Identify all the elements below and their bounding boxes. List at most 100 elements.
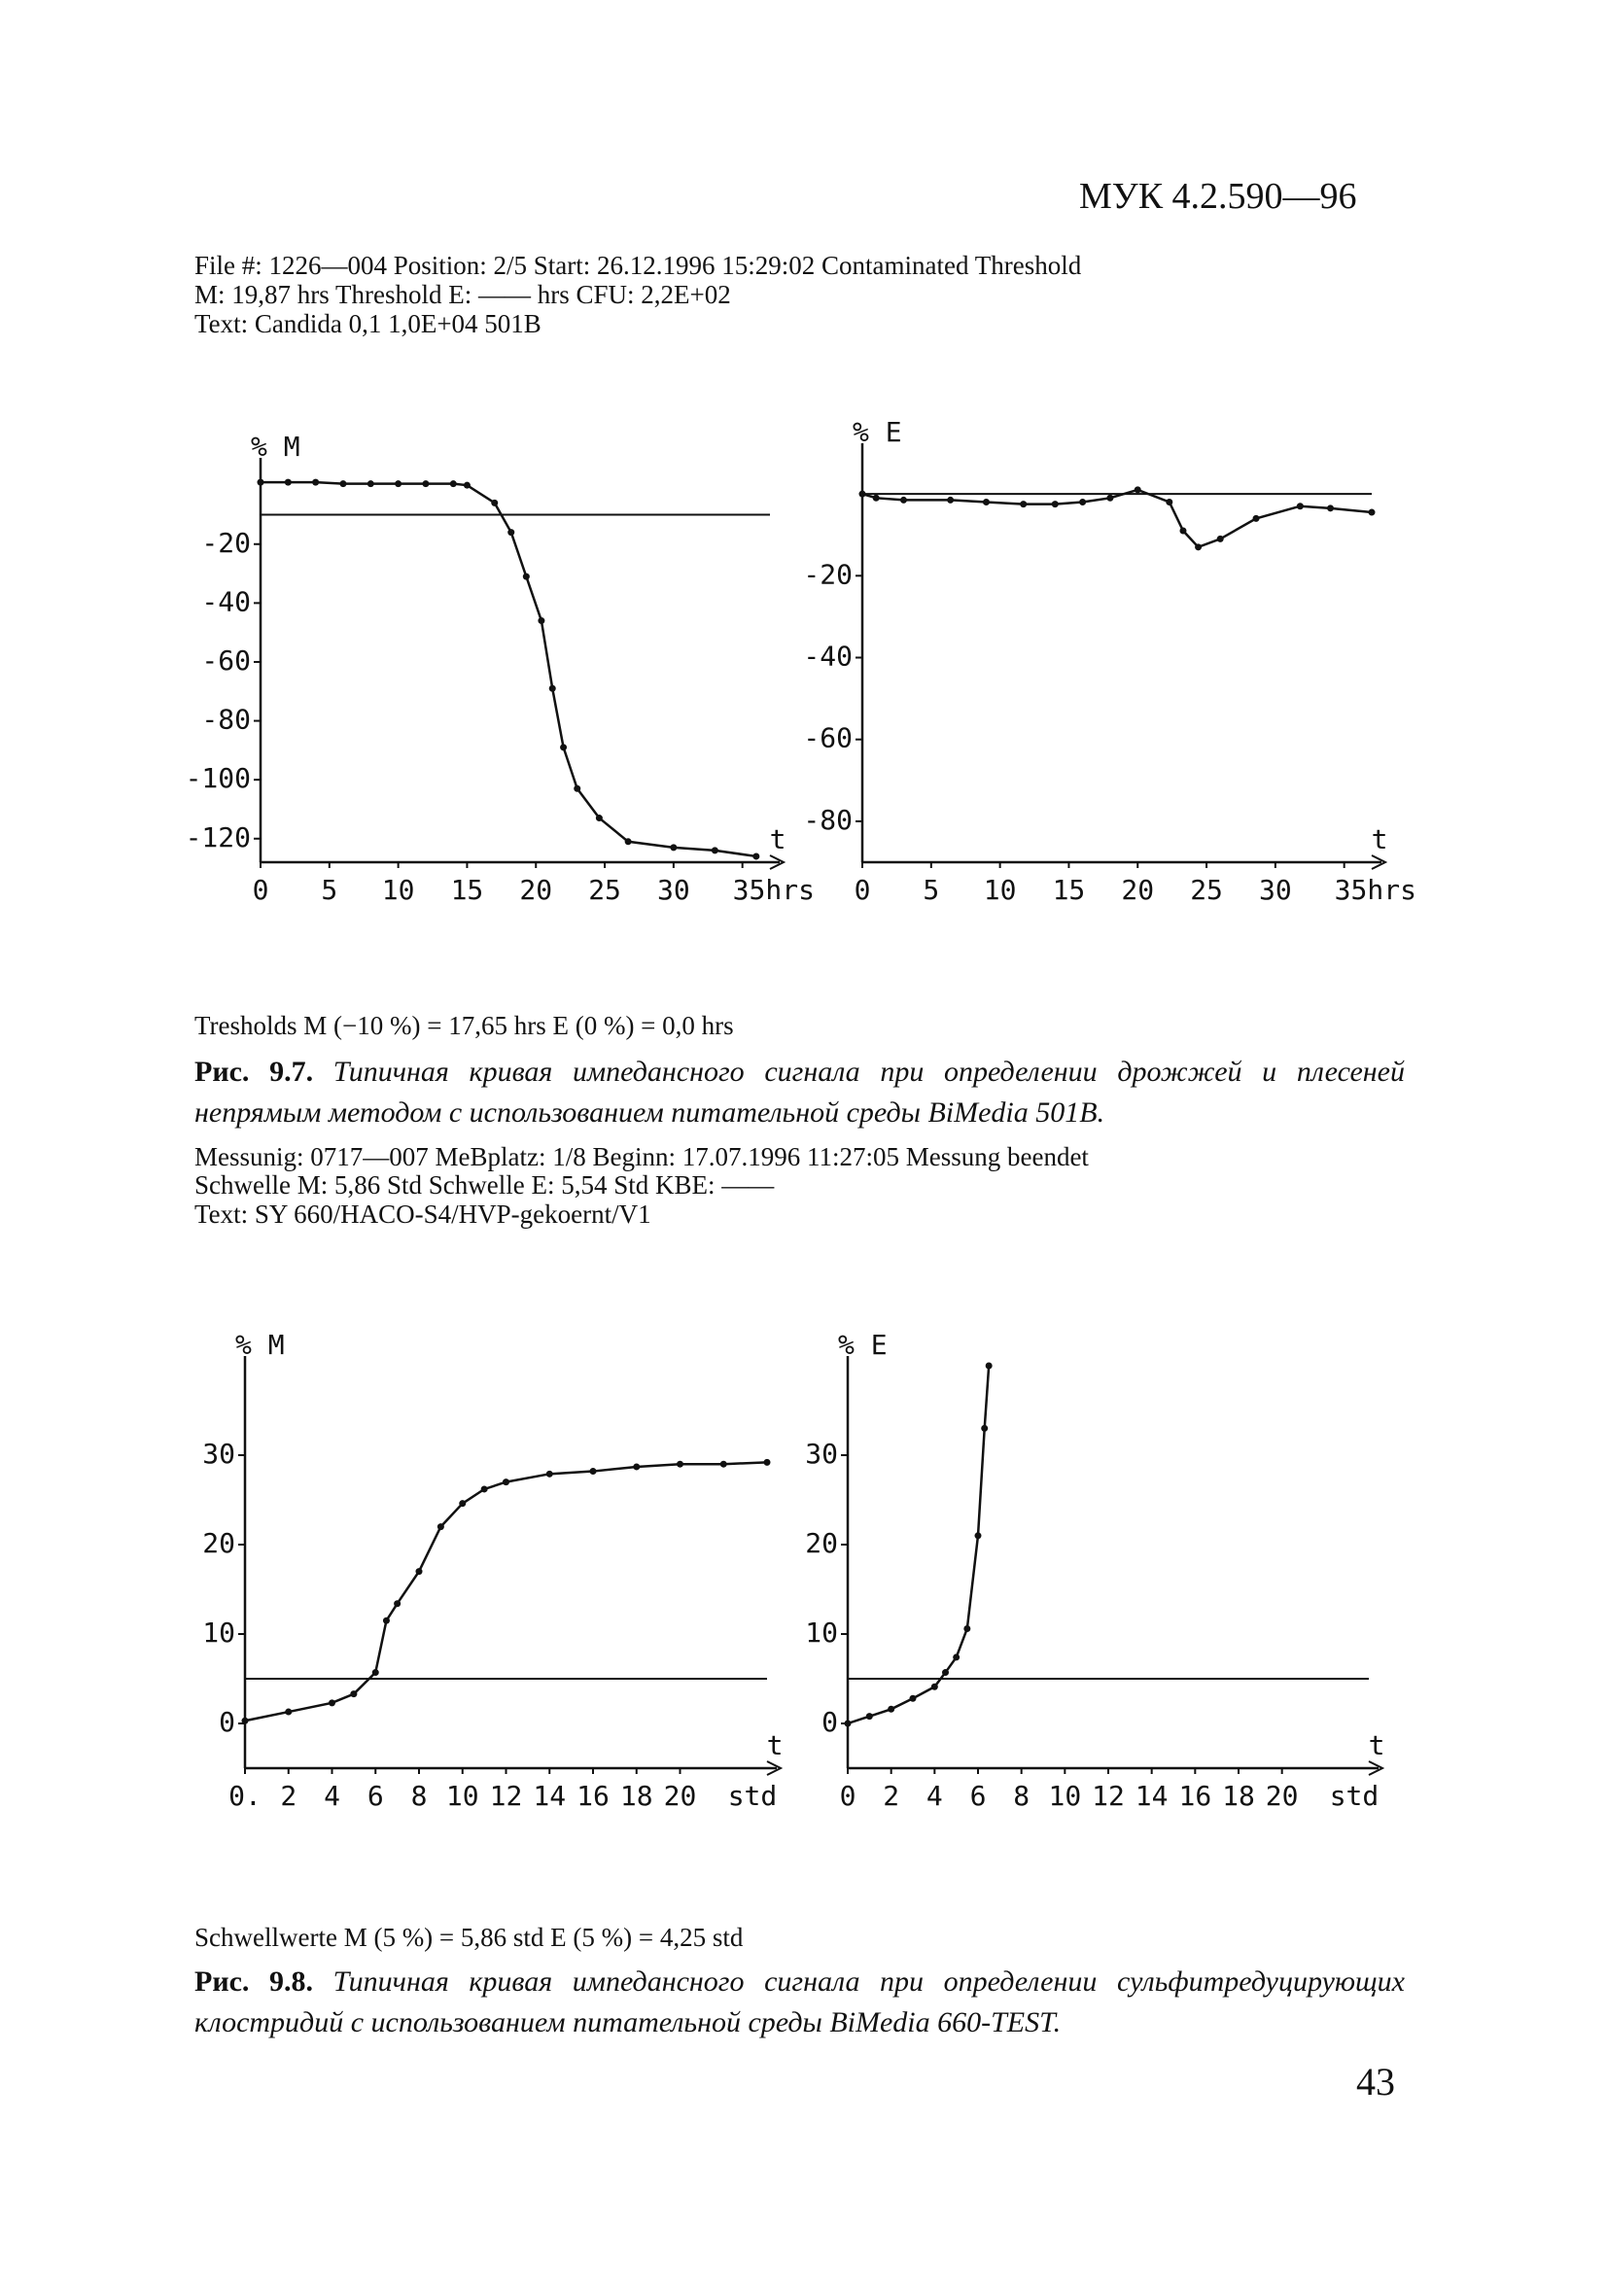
x-tick-label: 0. (228, 1780, 262, 1812)
x-tick-label: 0 (253, 874, 269, 906)
data-point (1252, 514, 1260, 522)
y-tick-label: 0 (821, 1706, 838, 1738)
y-tick-label: 20 (202, 1527, 235, 1559)
x-tick-label: 25 (1190, 874, 1223, 906)
data-point (624, 838, 632, 846)
doc-code: МУК 4.2.590—96 (1079, 176, 1357, 217)
y-tick-label: -40 (201, 585, 251, 617)
y-tick-label: 10 (805, 1617, 838, 1649)
data-point (719, 1460, 727, 1468)
data-point (329, 1699, 335, 1707)
caption: Рис. 9.7. Типичная кривая импедансного с… (194, 1052, 1405, 1133)
y-axis-label: % M (235, 1329, 285, 1361)
data-point (677, 1460, 683, 1468)
data-point (752, 852, 760, 860)
data-point (437, 1523, 444, 1531)
data-point (339, 480, 347, 488)
y-tick-label: -60 (803, 722, 853, 754)
caption-label: Рис. 9.8. (194, 1966, 314, 1998)
data-point (872, 494, 880, 502)
x-axis-label: t (1369, 1729, 1385, 1761)
x-tick-label: 14 (533, 1780, 566, 1812)
y-tick-label: 0 (219, 1706, 235, 1738)
x-tick-label: 20 (1121, 874, 1154, 906)
info-line: Messunig: 0717—007 MeBplatz: 1/8 Beginn:… (194, 1142, 1089, 1171)
y-tick-label: 20 (805, 1527, 838, 1559)
x-unit: std (1330, 1780, 1380, 1812)
data-point (1179, 527, 1187, 535)
data-point (284, 478, 292, 486)
data-line (261, 480, 757, 858)
data-point (1079, 499, 1087, 506)
data-point (763, 1458, 771, 1466)
x-tick-label: 10 (382, 874, 415, 906)
x-tick-label: 2 (883, 1780, 899, 1812)
x-tick-label: 20 (519, 874, 552, 906)
data-point (947, 496, 955, 504)
data-point (367, 480, 374, 488)
x-tick-label: 15 (451, 874, 484, 906)
data-point (888, 1705, 895, 1713)
x-tick-label: 4 (926, 1780, 943, 1812)
data-point (480, 1485, 488, 1493)
y-tick-label: -120 (186, 821, 251, 853)
data-line (847, 1365, 991, 1725)
thresholds: Tresholds M (−10 %) = 17,65 hrs E (0 %) … (194, 1011, 734, 1040)
data-point (981, 1424, 989, 1432)
y-tick-label: -80 (803, 804, 853, 836)
x-tick-label: 10 (446, 1780, 479, 1812)
y-tick-label: -80 (201, 704, 251, 736)
x-tick-label: 30 (1259, 874, 1292, 906)
y-tick-label: 30 (202, 1438, 235, 1470)
x-tick-label: 5 (923, 874, 939, 906)
x-tick-label: 12 (490, 1780, 523, 1812)
x-tick-label: 35hrs (1335, 874, 1416, 906)
x-axis-label: t (770, 823, 786, 855)
x-tick-label: 25 (588, 874, 621, 906)
page-number: 43 (1356, 2060, 1395, 2104)
data-point (982, 499, 990, 506)
data-line (861, 488, 1373, 549)
x-tick-label: 16 (576, 1780, 610, 1812)
x-tick-label: 16 (1178, 1780, 1211, 1812)
axis-arrow (769, 854, 786, 870)
x-tick-label: 14 (1135, 1780, 1169, 1812)
data-point (1051, 501, 1059, 508)
x-tick-label: 2 (280, 1780, 297, 1812)
data-point (241, 1717, 249, 1724)
y-tick-label: -20 (201, 527, 251, 559)
data-point (257, 478, 264, 486)
info-line: Schwelle M: 5,86 Std Schwelle E: 5,54 St… (194, 1170, 775, 1200)
data-point (985, 1362, 993, 1370)
info-line: Text: Candida 0,1 1,0E+04 501B (194, 309, 541, 338)
axis-arrow (766, 1760, 784, 1776)
data-point (589, 1468, 597, 1476)
data-point (1195, 543, 1203, 551)
x-tick-label: 8 (411, 1780, 428, 1812)
caption-text: Типичная кривая импедансного сигнала при… (194, 1966, 1405, 2038)
data-point (974, 1532, 982, 1540)
data-point (1368, 508, 1376, 516)
data-point (1134, 486, 1141, 494)
data-point (507, 529, 515, 537)
data-point (844, 1720, 852, 1727)
data-point (285, 1708, 293, 1716)
data-point (560, 744, 568, 751)
x-tick-label: 4 (324, 1780, 340, 1812)
data-point (858, 490, 866, 498)
data-point (382, 1617, 390, 1624)
data-point (545, 1470, 553, 1478)
data-point (449, 480, 457, 488)
data-point (463, 481, 471, 489)
x-tick-label: 10 (1048, 1780, 1081, 1812)
data-point (394, 1600, 402, 1608)
data-point (422, 480, 430, 488)
y-axis-label: % E (853, 416, 902, 448)
data-point (595, 815, 603, 822)
data-point (503, 1478, 509, 1486)
y-tick-label: 30 (805, 1438, 838, 1470)
y-tick-label: 10 (202, 1617, 235, 1649)
x-tick-label: 15 (1053, 874, 1086, 906)
x-tick-label: 5 (321, 874, 337, 906)
x-axis-label: t (767, 1729, 784, 1761)
